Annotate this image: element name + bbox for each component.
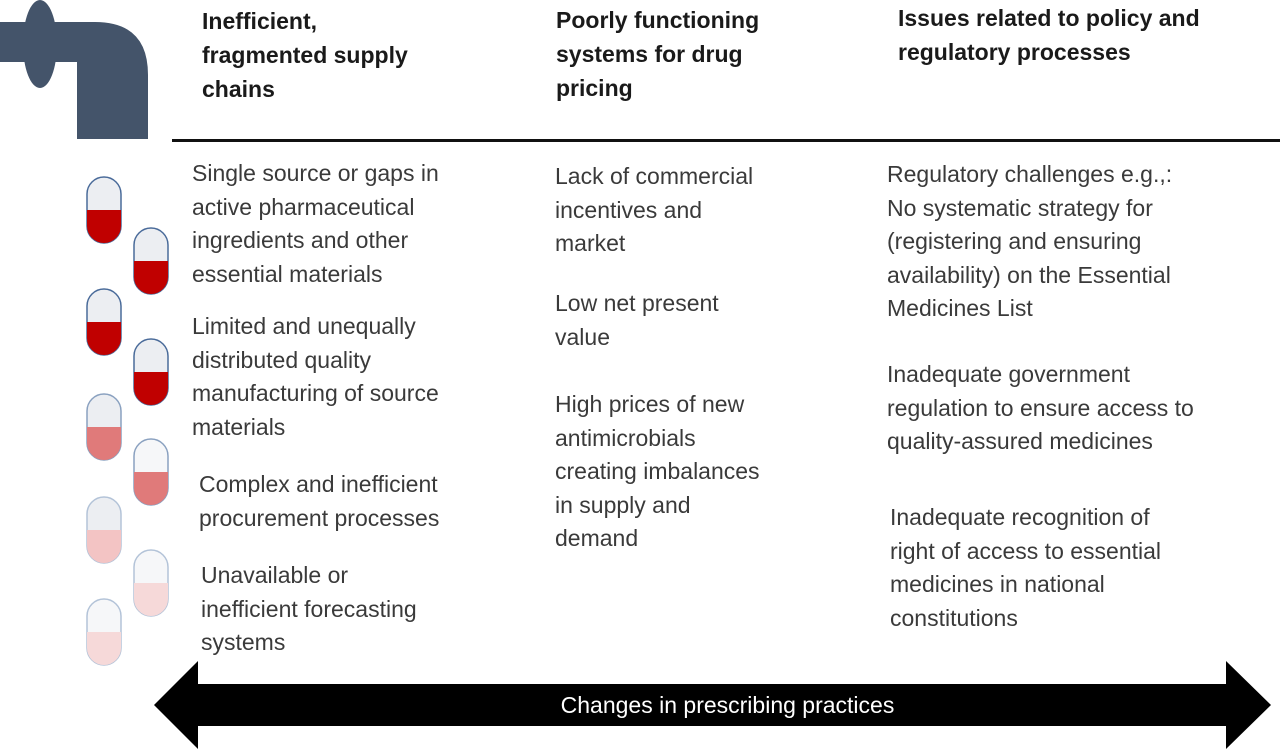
pill-icon [133, 438, 169, 506]
pill-icon [133, 338, 169, 406]
supply-item-procurement: Complex and inefficient procurement proc… [199, 471, 440, 531]
policy-item-government-regulation: Inadequate government regulation to ensu… [887, 361, 1194, 454]
pricing-item-commercial-incentives: Lack of commercial incentives and market [555, 163, 754, 256]
column-header-drug-pricing: Poorly functioning systems for drug pric… [556, 7, 760, 101]
pill-icon [133, 549, 169, 617]
pill-icon [86, 288, 122, 356]
pills-illustration [86, 176, 169, 666]
header-divider [172, 139, 1280, 142]
pill-icon [86, 176, 122, 244]
column-header-supply-chains: Inefficient, fragmented supply chains [202, 8, 408, 102]
supply-item-forecasting: Unavailable or inefficient forecasting s… [201, 562, 417, 655]
pill-icon [86, 598, 122, 666]
column-header-policy-regulatory: Issues related to policy and regulatory … [898, 5, 1200, 65]
pricing-item-high-prices: High prices of new antimicrobials creati… [555, 391, 760, 551]
policy-item-right-of-access: Inadequate recognition of right of acces… [890, 504, 1162, 631]
pricing-item-net-present-value: Low net present value [555, 290, 719, 350]
pipe-icon [0, 0, 148, 139]
pill-icon [133, 227, 169, 295]
supply-item-limited-manufacturing: Limited and unequally distributed qualit… [192, 313, 439, 440]
pill-icon [86, 393, 122, 461]
supply-item-single-source: Single source or gaps in active pharmace… [192, 160, 439, 287]
arrow-label: Changes in prescribing practices [560, 692, 895, 718]
pill-icon [86, 496, 122, 564]
double-arrow-icon [154, 661, 1271, 749]
policy-item-regulatory-challenges: Regulatory challenges e.g.,: No systemat… [887, 161, 1173, 321]
